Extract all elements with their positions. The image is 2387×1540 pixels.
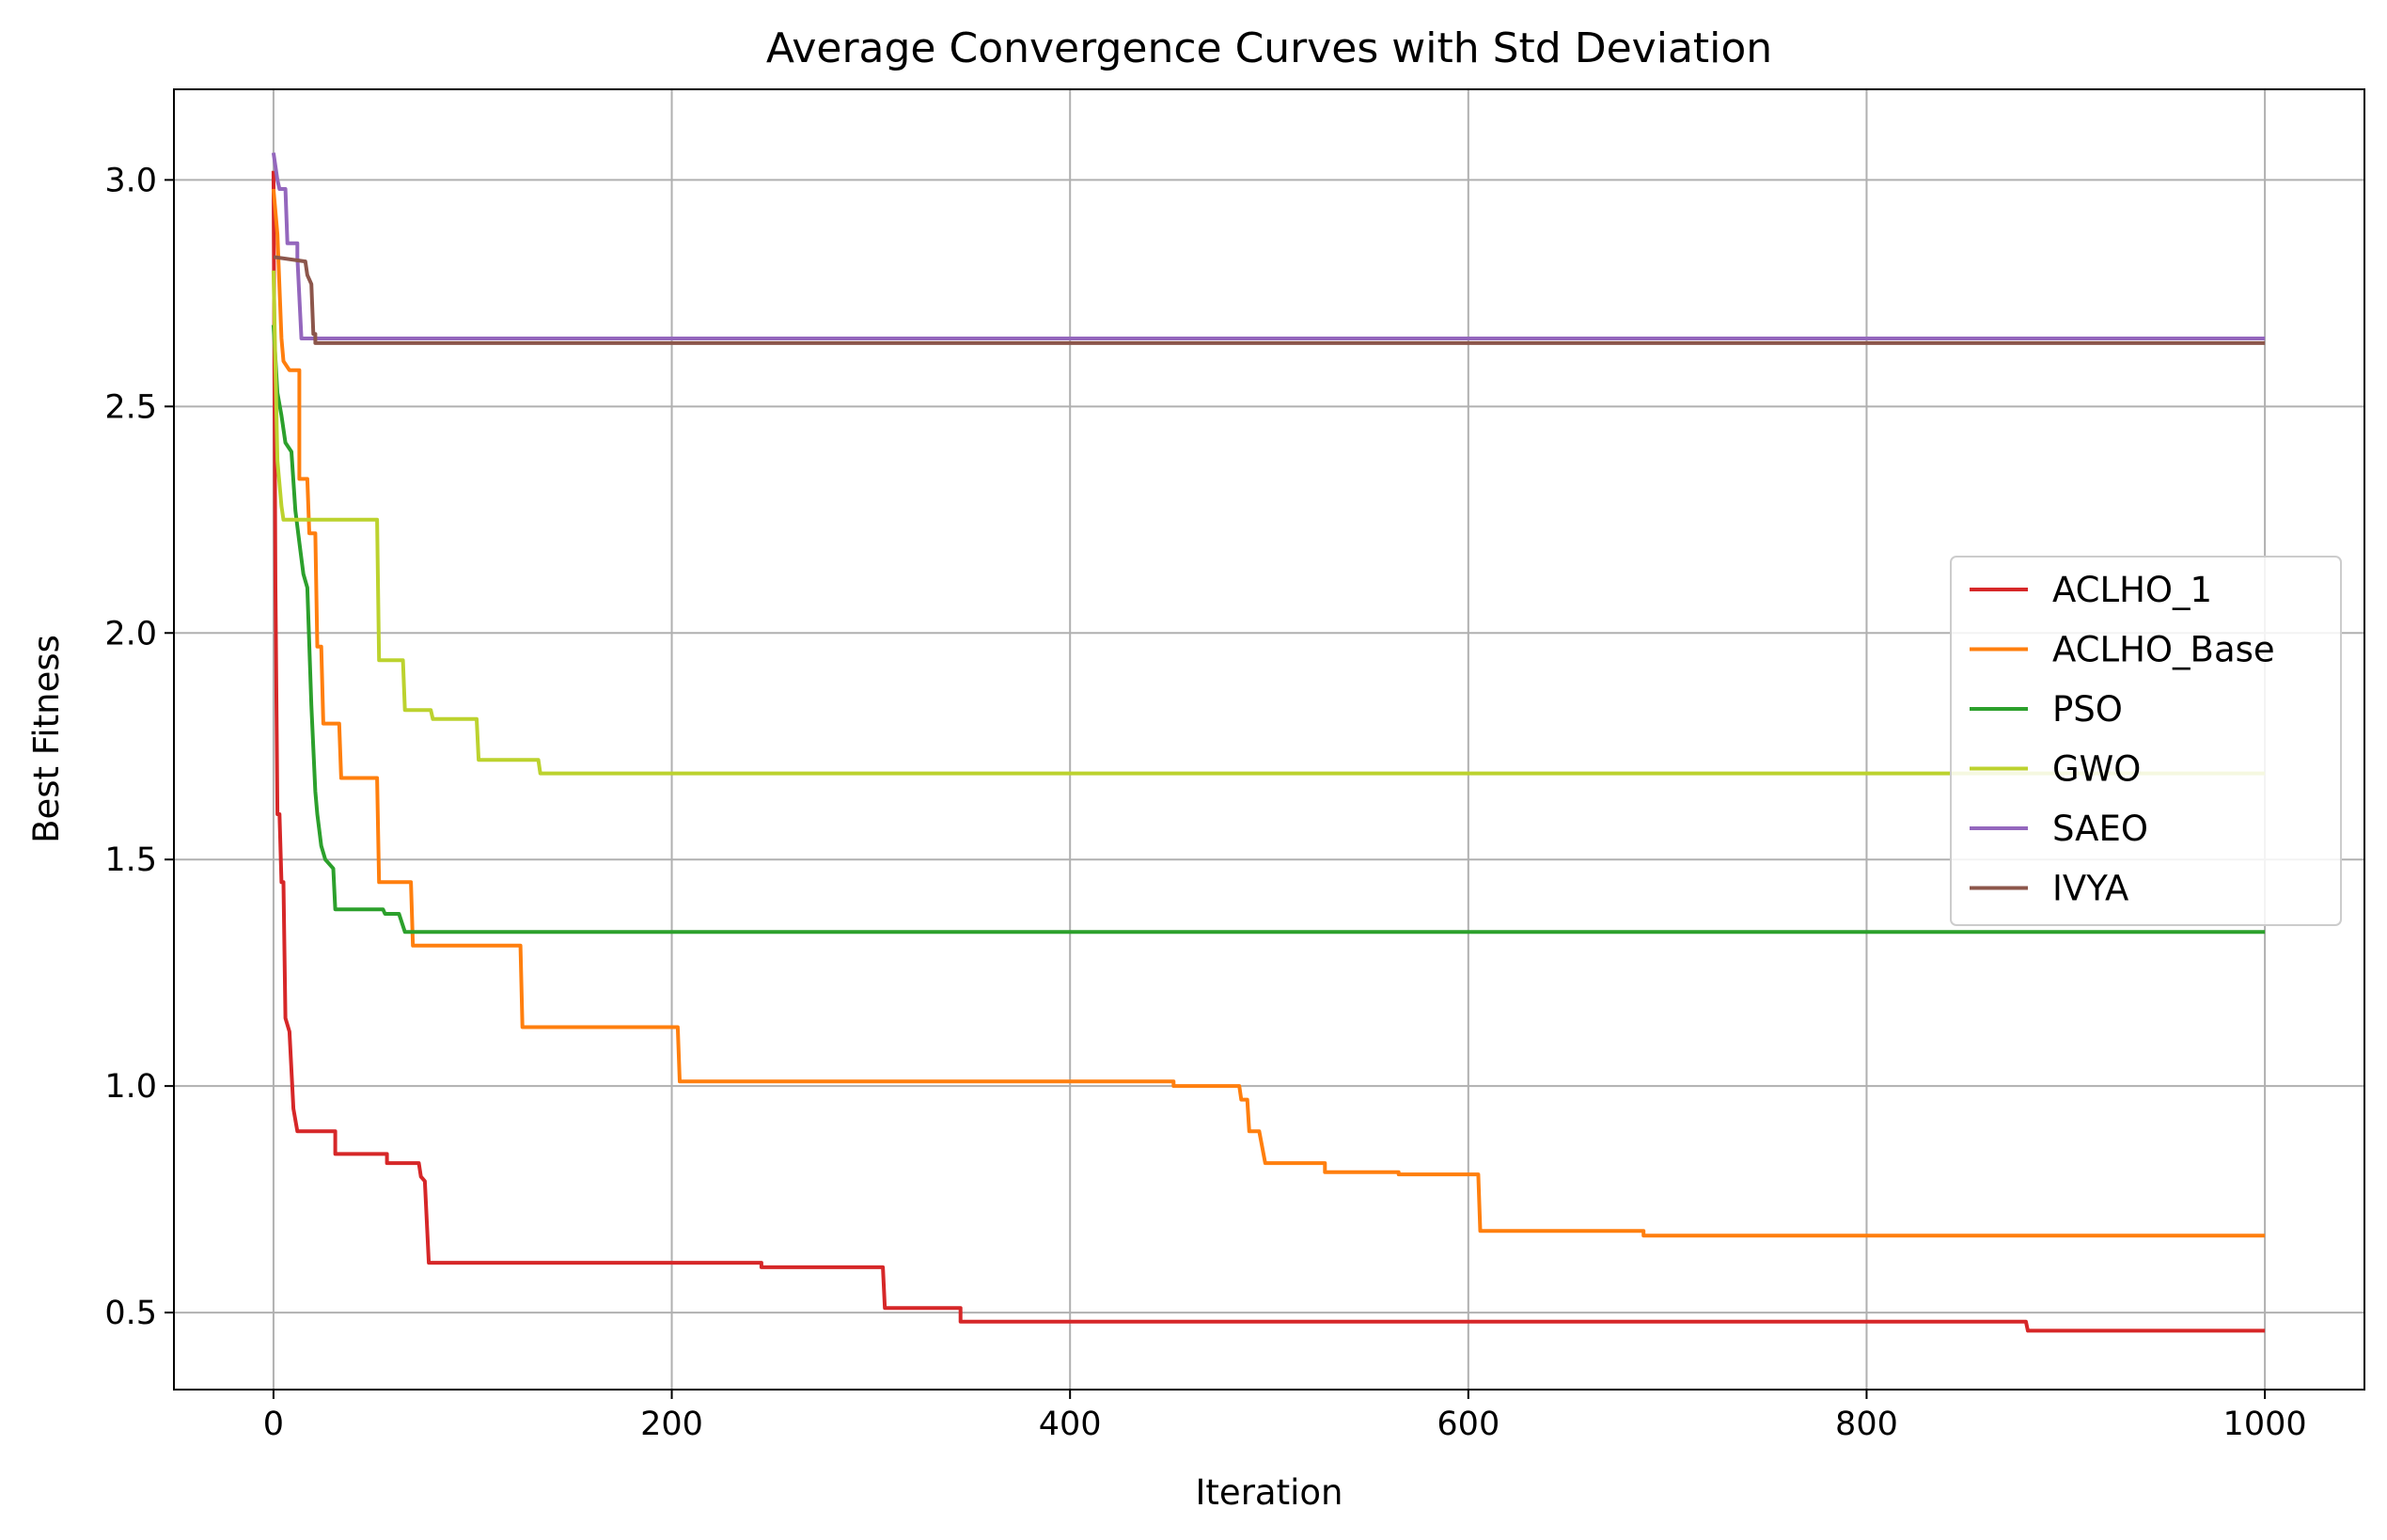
series-lines xyxy=(271,152,2266,1333)
x-tick-label: 200 xyxy=(640,1406,703,1443)
y-tick-label: 1.0 xyxy=(104,1068,157,1106)
series-line-aclho-base xyxy=(271,188,2266,1238)
y-tick-label: 0.5 xyxy=(104,1295,157,1332)
series-line-pso xyxy=(271,324,2266,935)
x-axis-label: Iteration xyxy=(1196,1472,1343,1513)
series-line-saeo xyxy=(271,152,2266,340)
series-line-gwo xyxy=(271,270,2266,776)
chart-title: Average Convergence Curves with Std Devi… xyxy=(766,24,1772,72)
axis-ticks: 0 200 400 600 800 1000 0.5 1.0 1.5 2.0 2.5 3.0 xyxy=(104,162,2306,1443)
legend: ACLHO_1 ACLHO_Base PSO GWO SAEO IVYA xyxy=(1950,556,2342,926)
legend-label-saeo: SAEO xyxy=(2052,809,2148,849)
x-tick-label: 800 xyxy=(1835,1406,1898,1443)
legend-label-pso: PSO xyxy=(2052,689,2123,730)
legend-label-gwo: GWO xyxy=(2052,749,2141,790)
series-line-aclho-1 xyxy=(271,170,2266,1333)
legend-box xyxy=(1950,556,2342,926)
y-axis-label: Best Fitness xyxy=(26,635,67,843)
x-tick-label: 600 xyxy=(1437,1406,1500,1443)
y-tick-label: 1.5 xyxy=(104,841,157,879)
y-tick-label: 2.0 xyxy=(104,615,157,652)
x-tick-label: 0 xyxy=(263,1406,284,1443)
x-tick-label: 1000 xyxy=(2223,1406,2307,1443)
y-tick-label: 2.5 xyxy=(104,388,157,426)
series-line-ivya xyxy=(273,255,2266,345)
legend-label-aclho-1: ACLHO_1 xyxy=(2052,570,2212,610)
y-tick-label: 3.0 xyxy=(104,162,157,199)
legend-label-aclho-base: ACLHO_Base xyxy=(2052,630,2275,670)
legend-label-ivya: IVYA xyxy=(2052,869,2128,909)
plot-frame xyxy=(173,88,2365,1391)
x-tick-label: 400 xyxy=(1039,1406,1102,1443)
